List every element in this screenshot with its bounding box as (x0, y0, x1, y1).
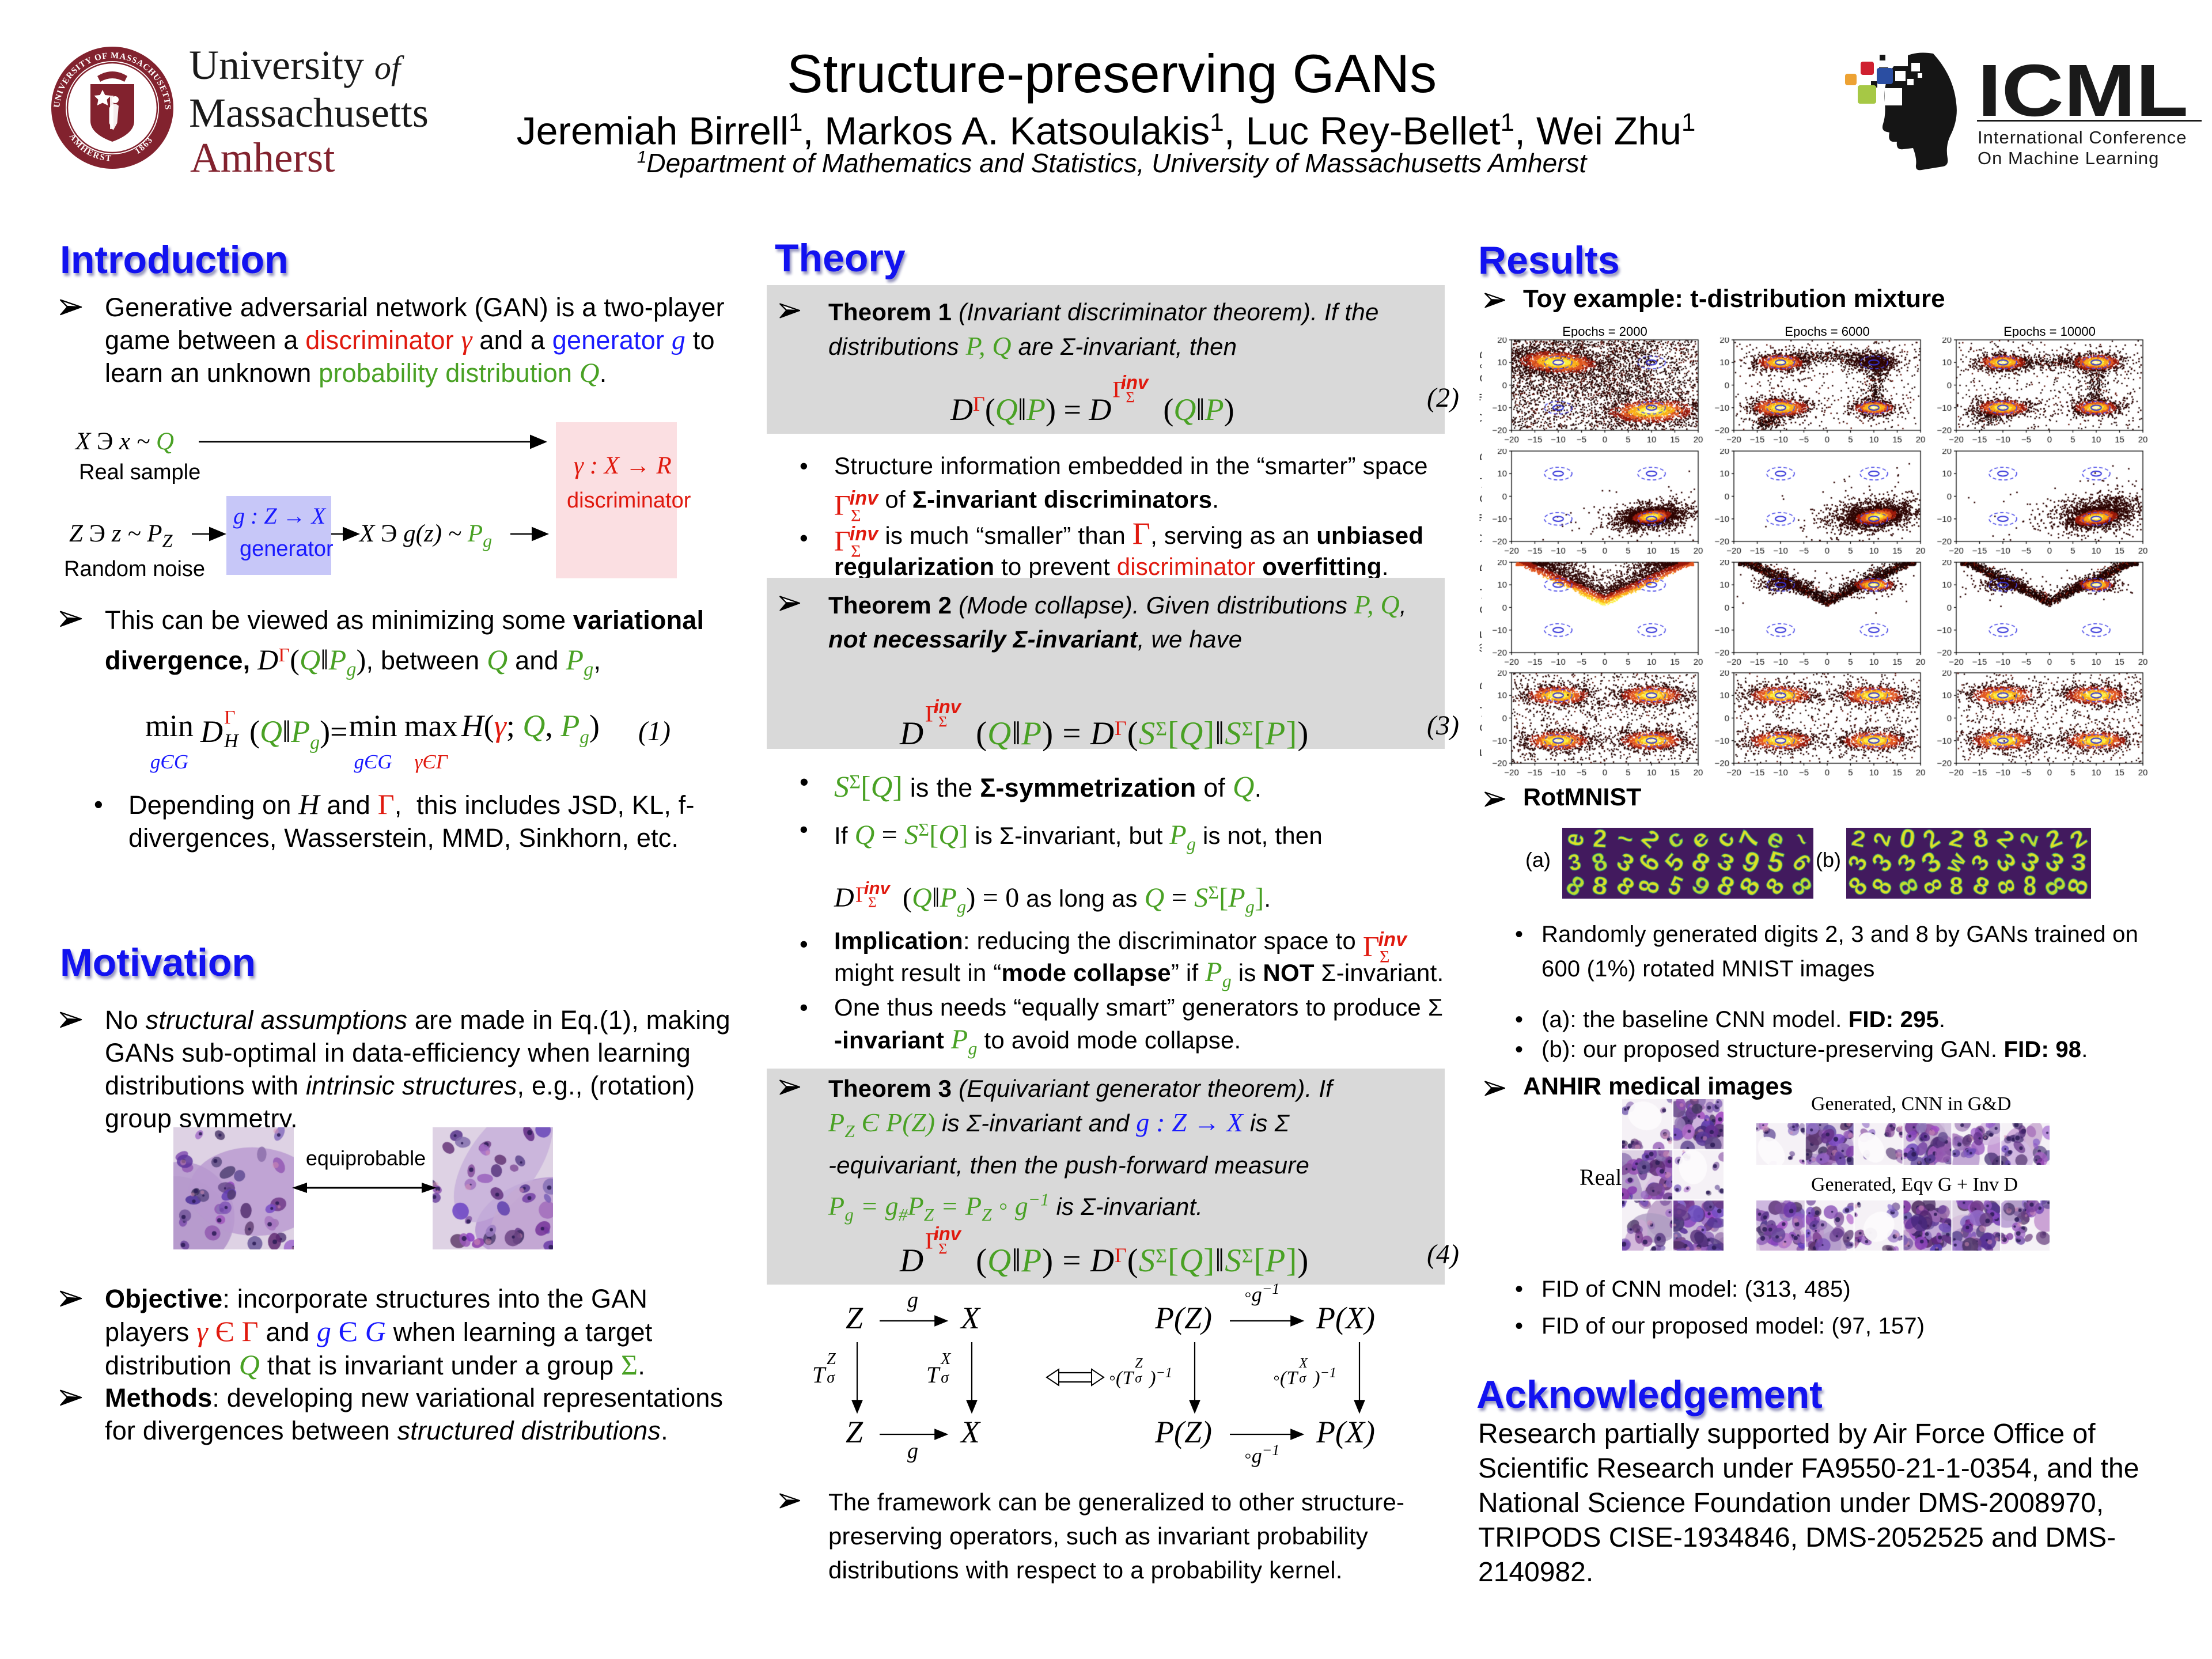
svg-text:On Machine Learning: On Machine Learning (1978, 148, 2159, 168)
svg-text:International Conference: International Conference (1978, 127, 2187, 147)
svg-text:ICML: ICML (1978, 49, 2188, 131)
